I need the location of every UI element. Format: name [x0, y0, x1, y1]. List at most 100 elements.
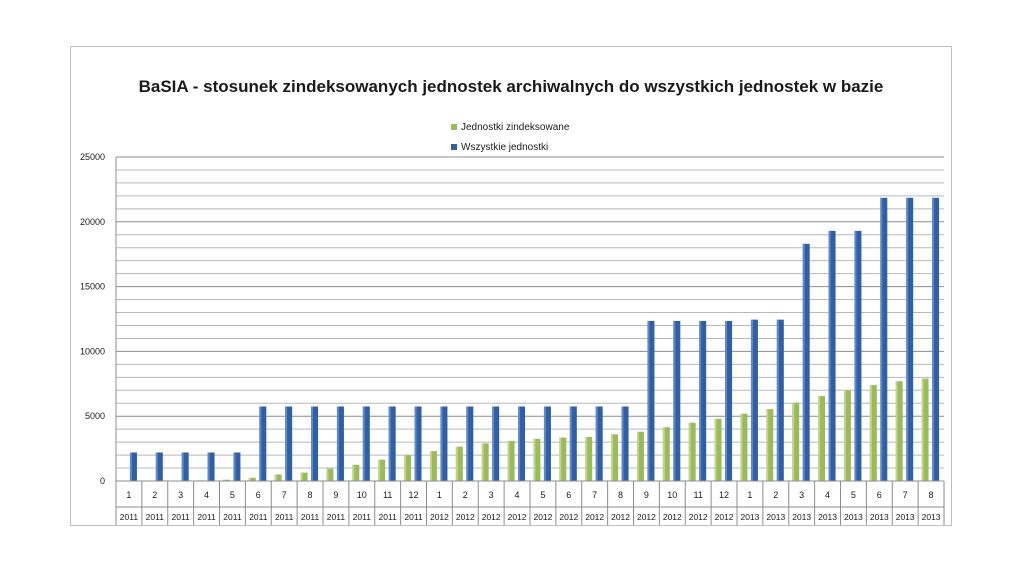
bar-indexed [352, 464, 360, 481]
y-tick-label: 25000 [80, 152, 105, 162]
x-tick-month: 8 [308, 490, 313, 500]
x-tick-month: 7 [903, 490, 908, 500]
bar-all [543, 406, 551, 481]
bar-indexed [404, 455, 412, 481]
x-tick-month: 7 [592, 490, 597, 500]
bar-all [750, 319, 758, 481]
x-tick-year: 2013 [818, 512, 837, 522]
bar-all [388, 406, 396, 481]
x-tick-year: 2012 [430, 512, 449, 522]
bar-all [828, 230, 836, 481]
bar-indexed [688, 422, 696, 481]
bar-indexed-highlight [222, 479, 225, 481]
bar-all [518, 406, 526, 481]
bar-all [647, 320, 655, 481]
bar-indexed-highlight [248, 477, 251, 481]
bar-indexed [222, 479, 230, 481]
bar-all [854, 230, 862, 481]
x-tick-month: 5 [851, 490, 856, 500]
x-tick-month: 6 [256, 490, 261, 500]
y-tick-label: 20000 [80, 217, 105, 227]
x-tick-year: 2011 [275, 512, 294, 522]
bar-all-highlight [440, 406, 443, 481]
bar-indexed [714, 418, 722, 481]
x-tick-month: 12 [719, 490, 729, 500]
legend-swatch-indexed [451, 124, 457, 130]
x-tick-year: 2011 [327, 512, 346, 522]
bar-indexed [869, 385, 877, 481]
bar-all-highlight [699, 320, 702, 481]
bar-indexed-highlight [688, 422, 691, 481]
bar-all-highlight [362, 406, 365, 481]
x-tick-month: 4 [204, 490, 209, 500]
bar-indexed-highlight [740, 413, 743, 481]
x-tick-month: 8 [618, 490, 623, 500]
x-tick-month: 4 [825, 490, 830, 500]
x-tick-year: 2012 [585, 512, 604, 522]
legend-item-all: Wszystkie jednostki [451, 137, 569, 157]
bar-indexed-highlight [792, 402, 795, 481]
x-tick-month: 10 [357, 490, 367, 500]
bar-all [906, 197, 914, 481]
bar-indexed [585, 436, 593, 481]
x-tick-month: 3 [178, 490, 183, 500]
bar-all-highlight [518, 406, 521, 481]
x-tick-month: 7 [282, 490, 287, 500]
bar-indexed-highlight [533, 438, 536, 481]
x-tick-year: 2013 [844, 512, 863, 522]
bar-all-highlight [207, 452, 210, 481]
bar-indexed [248, 477, 256, 481]
bar-indexed [481, 443, 489, 481]
bar-indexed [843, 390, 851, 481]
bar-indexed-highlight [378, 459, 381, 481]
bar-indexed-highlight [481, 443, 484, 481]
bar-all [207, 452, 215, 481]
x-tick-month: 4 [515, 490, 520, 500]
x-tick-year: 2012 [482, 512, 501, 522]
bar-indexed-highlight [843, 390, 846, 481]
x-tick-month: 3 [489, 490, 494, 500]
bar-indexed [507, 440, 515, 481]
x-tick-month: 11 [694, 490, 703, 500]
bar-all [311, 406, 319, 481]
bar-indexed [300, 472, 308, 481]
bar-indexed [766, 409, 774, 481]
bar-all-highlight [259, 406, 262, 481]
bar-all [362, 406, 370, 481]
x-tick-year: 2013 [766, 512, 785, 522]
x-tick-year: 2013 [792, 512, 811, 522]
bar-all-highlight [388, 406, 391, 481]
bar-indexed-highlight [326, 468, 329, 481]
bar-all [492, 406, 500, 481]
x-tick-month: 2 [152, 490, 157, 500]
bar-all [569, 406, 577, 481]
x-tick-month: 8 [929, 490, 934, 500]
bar-all-highlight [880, 197, 883, 481]
bar-all-highlight [129, 452, 132, 481]
x-tick-month: 1 [437, 490, 442, 500]
bar-indexed [662, 427, 670, 481]
bar-all [725, 320, 733, 481]
bar-indexed [818, 396, 826, 481]
bar-all [336, 406, 344, 481]
x-tick-year: 2011 [301, 512, 320, 522]
x-tick-year: 2012 [559, 512, 578, 522]
bar-all-highlight [750, 319, 753, 481]
x-tick-year: 2012 [611, 512, 630, 522]
bar-all-highlight [776, 319, 779, 481]
legend-label-indexed: Jednostki zindeksowane [461, 121, 570, 133]
bar-all-highlight [311, 406, 314, 481]
x-tick-month: 2 [463, 490, 468, 500]
bar-indexed-highlight [507, 440, 510, 481]
bar-indexed [429, 451, 437, 481]
bar-indexed [533, 438, 541, 481]
bar-all-highlight [233, 452, 236, 481]
bar-all [285, 406, 293, 481]
x-tick-year: 2013 [740, 512, 759, 522]
bar-all-highlight [932, 197, 935, 481]
bar-indexed-highlight [714, 418, 717, 481]
bar-indexed [378, 459, 386, 481]
x-tick-month: 6 [566, 490, 571, 500]
bar-all [621, 406, 629, 481]
bar-all-highlight [569, 406, 572, 481]
